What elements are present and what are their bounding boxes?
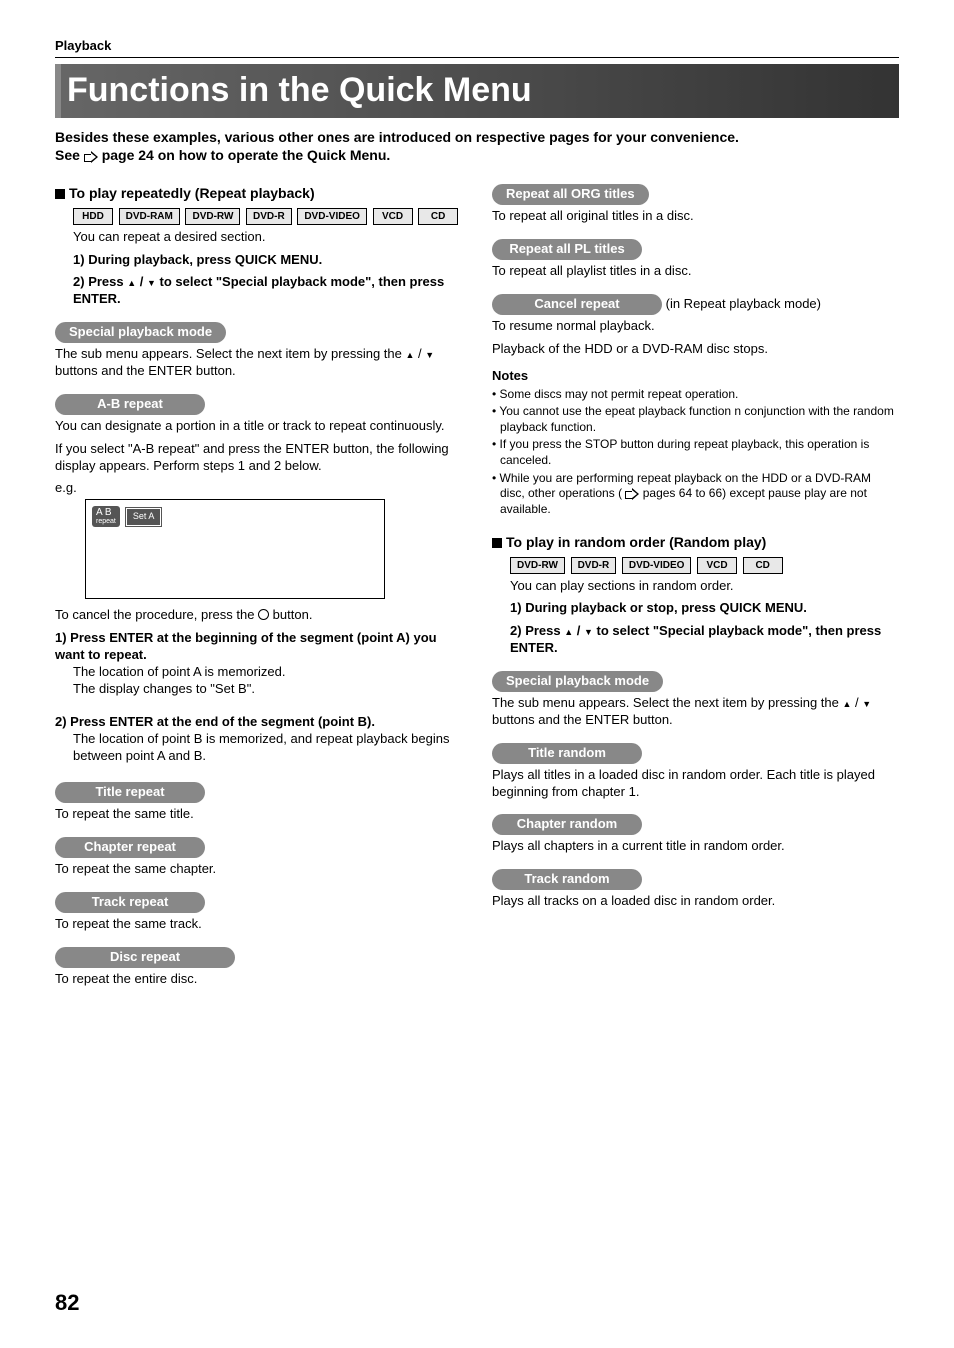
chapter-random-text: Plays all chapters in a current title in… — [492, 838, 899, 855]
press-enter-b: 2) Press ENTER at the end of the segment… — [55, 714, 462, 765]
pill-title-repeat: Title repeat — [55, 782, 205, 803]
page-title: Functions in the Quick Menu — [55, 64, 899, 118]
down-icon — [862, 695, 871, 710]
badge-dvdr: DVD-R — [571, 557, 617, 574]
pill-special-playback-right: Special playback mode — [492, 671, 663, 692]
track-random-text: Plays all tracks on a loaded disc in ran… — [492, 893, 899, 910]
pill-track-repeat: Track repeat — [55, 892, 205, 913]
intro-line2b: page 24 on how to operate the Quick Menu… — [102, 147, 391, 163]
title-random-text: Plays all titles in a loaded disc in ran… — [492, 767, 899, 801]
circle-button-icon — [258, 609, 269, 620]
intro-line1: Besides these examples, various other on… — [55, 129, 739, 145]
columns: To play repeatedly (Repeat playback) HDD… — [55, 184, 899, 993]
set-a-badge: Set A — [126, 508, 162, 526]
badge-dvdvideo: DVD-VIDEO — [297, 208, 367, 225]
arrow-icon — [625, 489, 639, 499]
cancel-t1: To resume normal playback. — [492, 318, 899, 335]
section-label: Playback — [55, 38, 899, 55]
repeat-pl-text: To repeat all playlist titles in a disc. — [492, 263, 899, 280]
media-badges-left: HDD DVD-RAM DVD-RW DVD-R DVD-VIDEO VCD C… — [73, 207, 462, 225]
page-number: 82 — [55, 1289, 79, 1318]
badge-hdd: HDD — [73, 208, 113, 225]
repeat-intro: You can repeat a desired section. — [73, 229, 462, 246]
left-step2: 2) Press / to select "Special playback m… — [73, 274, 462, 308]
pill-title-random: Title random — [492, 743, 642, 764]
spm-text-right: The sub menu appears. Select the next it… — [492, 695, 899, 729]
intro-line2a: See — [55, 147, 84, 163]
badge-dvdr: DVD-R — [246, 208, 292, 225]
cancel-t2: Playback of the HDD or a DVD-RAM disc st… — [492, 341, 899, 358]
pill-track-random: Track random — [492, 869, 642, 890]
pill-disc-repeat: Disc repeat — [55, 947, 235, 968]
pill-ab-repeat: A-B repeat — [55, 394, 205, 415]
pill-chapter-repeat: Chapter repeat — [55, 837, 205, 858]
right-step1: 1) During playback or stop, press QUICK … — [510, 600, 899, 617]
random-intro: You can play sections in random order. — [510, 578, 899, 595]
random-heading: To play in random order (Random play) — [492, 533, 899, 551]
note-item: If you press the STOP button during repe… — [492, 437, 899, 468]
pill-special-playback-left: Special playback mode — [55, 322, 226, 343]
left-step1: 1) During playback, press QUICK MENU. — [73, 252, 462, 269]
badge-cd: CD — [743, 557, 783, 574]
square-bullet-icon — [492, 538, 502, 548]
pill-cancel-repeat: Cancel repeat — [492, 294, 662, 315]
track-repeat-text: To repeat the same track. — [55, 916, 462, 933]
notes-list: Some discs may not permit repeat operati… — [492, 387, 899, 518]
note-item: You cannot use the epeat playback functi… — [492, 404, 899, 435]
square-bullet-icon — [55, 189, 65, 199]
ab-text1: You can designate a portion in a title o… — [55, 418, 462, 435]
example-box: A B repeat Set A — [85, 499, 385, 599]
pill-repeat-pl: Repeat all PL titles — [492, 239, 642, 260]
disc-repeat-text: To repeat the entire disc. — [55, 971, 462, 988]
up-icon — [127, 274, 136, 289]
cancel-procedure: To cancel the procedure, press the butto… — [55, 607, 462, 624]
badge-dvdram: DVD-RAM — [119, 208, 180, 225]
right-step2: 2) Press / to select "Special playback m… — [510, 623, 899, 657]
title-repeat-text: To repeat the same title. — [55, 806, 462, 823]
down-icon — [425, 346, 434, 361]
badge-dvdrw: DVD-RW — [185, 208, 240, 225]
badge-cd: CD — [418, 208, 458, 225]
badge-dvdvideo: DVD-VIDEO — [622, 557, 692, 574]
repeat-heading: To play repeatedly (Repeat playback) — [55, 184, 462, 202]
note-item: While you are performing repeat playback… — [492, 471, 899, 518]
eg-label: e.g. — [55, 480, 462, 497]
chapter-repeat-text: To repeat the same chapter. — [55, 861, 462, 878]
badge-vcd: VCD — [697, 557, 737, 574]
badge-vcd: VCD — [373, 208, 413, 225]
down-icon — [147, 274, 156, 289]
repeat-org-text: To repeat all original titles in a disc. — [492, 208, 899, 225]
press-enter-a: 1) Press ENTER at the beginning of the s… — [55, 630, 462, 698]
ab-text2: If you select "A-B repeat" and press the… — [55, 441, 462, 475]
left-column: To play repeatedly (Repeat playback) HDD… — [55, 184, 462, 993]
ab-repeat-icon: A B repeat — [92, 506, 120, 527]
notes-heading: Notes — [492, 368, 899, 385]
pill-chapter-random: Chapter random — [492, 814, 642, 835]
up-icon — [564, 623, 573, 638]
right-column: Repeat all ORG titles To repeat all orig… — [492, 184, 899, 993]
badge-dvdrw: DVD-RW — [510, 557, 565, 574]
divider — [55, 57, 899, 58]
cancel-repeat-row: Cancel repeat (in Repeat playback mode) — [492, 286, 899, 318]
spm-text-left: The sub menu appears. Select the next it… — [55, 346, 462, 380]
intro-text: Besides these examples, various other on… — [55, 128, 899, 164]
media-badges-right: DVD-RW DVD-R DVD-VIDEO VCD CD — [510, 556, 899, 574]
cancel-inline: (in Repeat playback mode) — [666, 296, 821, 311]
down-icon — [584, 623, 593, 638]
pill-repeat-org: Repeat all ORG titles — [492, 184, 649, 205]
note-item: Some discs may not permit repeat operati… — [492, 387, 899, 403]
arrow-icon — [84, 152, 98, 162]
